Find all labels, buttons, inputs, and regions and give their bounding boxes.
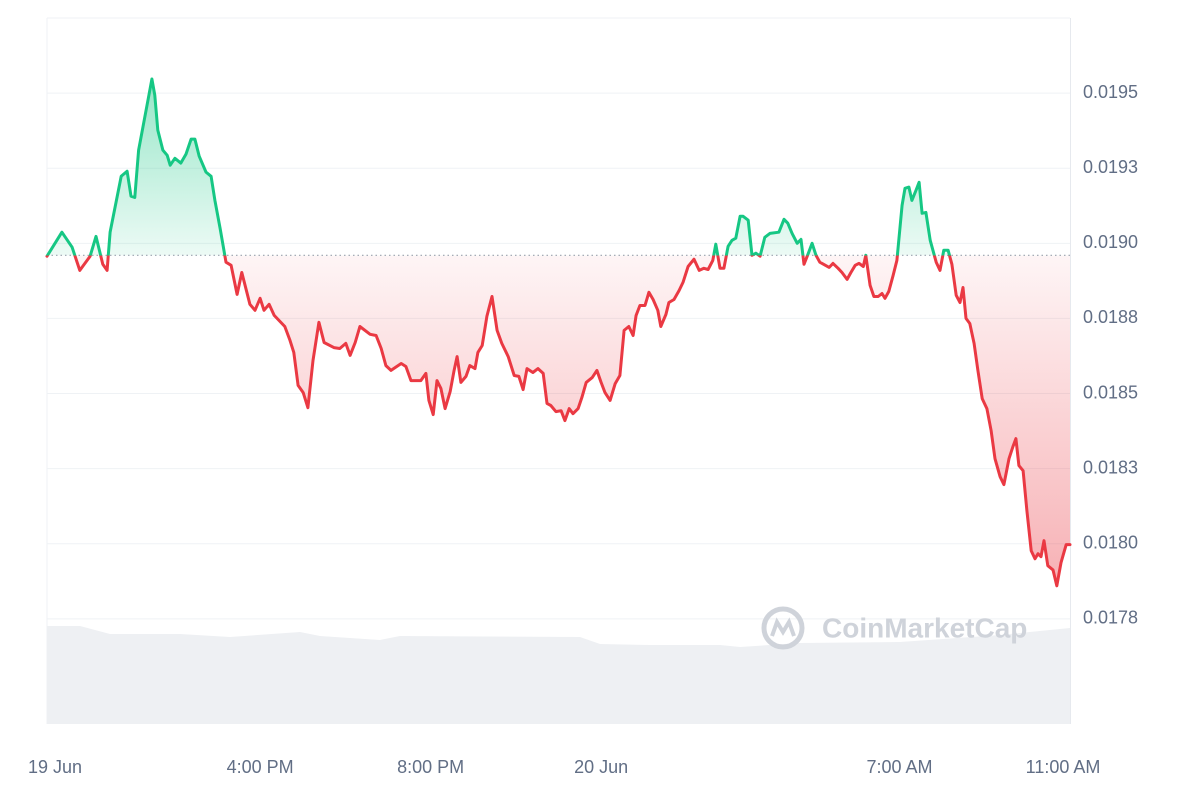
x-tick-label: 11:00 AM — [1026, 757, 1101, 777]
plot — [45, 77, 1072, 588]
x-tick-label: 4:00 PM — [227, 757, 294, 777]
watermark-logo — [761, 606, 805, 650]
tick-labels: 0.0178 0.0180 0.0183 0.0185 0.0188 0.0190 0.01… — [28, 82, 1138, 777]
area — [47, 79, 1070, 586]
x-tick-label: 8:00 PM — [397, 757, 464, 777]
price-line — [45, 77, 1072, 588]
watermark-group: CoinMarketCap — [761, 606, 1027, 650]
watermark-logo-mark — [770, 617, 796, 637]
y-tick-label: 0.0180 — [1083, 532, 1138, 552]
volume-background — [47, 626, 1070, 724]
y-tick-label: 0.0188 — [1083, 307, 1138, 327]
y-tick-label: 0.0185 — [1083, 382, 1138, 402]
watermark: CoinMarketCap — [822, 612, 1027, 643]
y-tick-label: 0.0178 — [1083, 608, 1138, 628]
y-tick-label: 0.0183 — [1083, 457, 1138, 477]
x-tick-label: 7:00 AM — [866, 757, 932, 777]
y-tick-label: 0.0195 — [1083, 82, 1138, 102]
y-tick-label: 0.0190 — [1083, 232, 1138, 252]
y-tick-label: 0.0193 — [1083, 157, 1138, 177]
x-tick-label: 19 Jun — [28, 757, 82, 777]
x-tick-label: 20 Jun — [574, 757, 628, 777]
